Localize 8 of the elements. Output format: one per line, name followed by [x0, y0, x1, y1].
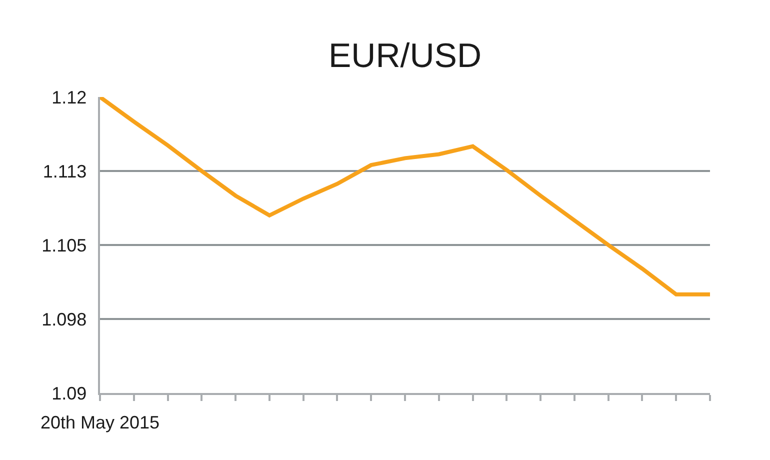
y-tick-label: 1.09 [52, 383, 87, 404]
x-tick-label: 20th May 2015 [40, 412, 160, 432]
y-tick-label: 1.113 [42, 161, 87, 182]
chart-title: EUR/USD [328, 36, 482, 75]
line-series [100, 97, 710, 296]
y-tick-label: 1.12 [52, 87, 87, 108]
y-tick-label: 1.105 [42, 235, 87, 256]
y-tick-label: 1.098 [42, 309, 87, 330]
